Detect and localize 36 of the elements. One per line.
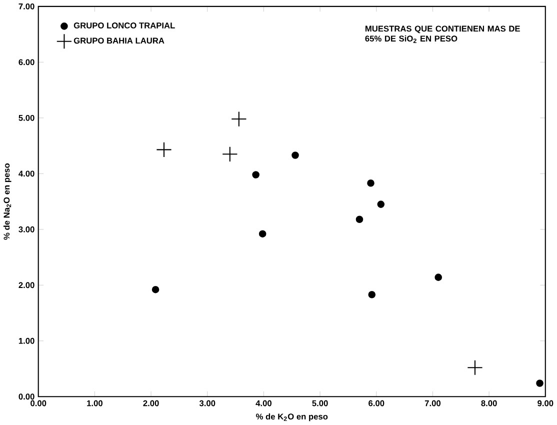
point xyxy=(368,291,376,298)
x-axis-title: % de K$_{2}$O en peso xyxy=(256,414,328,422)
point xyxy=(434,274,442,282)
x-tick-label: 8.00 xyxy=(481,400,497,406)
annotation: MUESTRAS QUE CONTIENEN MAS DE 65% DE SiO$_{2}$ EN PESO xyxy=(365,26,520,44)
y-tick-label: 5.00 xyxy=(18,115,34,122)
y-tick-label: 1.00 xyxy=(18,338,34,344)
y-tick-label: 7.00 xyxy=(18,4,34,10)
point xyxy=(377,200,385,208)
x-tick-label: 5.00 xyxy=(312,400,328,406)
y-tick-label: 2.00 xyxy=(18,282,34,288)
x-tick-label: 4.00 xyxy=(256,400,272,406)
x-tick-label: 3.00 xyxy=(199,400,216,406)
point xyxy=(231,111,247,128)
point xyxy=(152,286,160,294)
y-tick-label: 4.00 xyxy=(18,170,34,177)
x-tick-label: 9.00 xyxy=(538,400,554,406)
y-axis-title: % de Na$_{2}$O en peso xyxy=(3,164,12,240)
legend-label: GRUPO LONCO TRAPIAL xyxy=(74,22,175,29)
point xyxy=(258,230,266,238)
x-tick-label: 7.00 xyxy=(424,400,441,406)
y-tick-label: 3.00 xyxy=(18,226,34,233)
legend-label: GRUPO BAHIA LAURA xyxy=(74,38,164,44)
x-tick-label: 1.00 xyxy=(87,400,102,406)
y-tick-label: 0.00 xyxy=(18,394,34,400)
point xyxy=(252,171,260,179)
x-tick-label: 2.00 xyxy=(143,400,159,406)
x-tick-label: 6.00 xyxy=(368,400,384,406)
x-tick-label: 0.00 xyxy=(30,400,46,406)
point xyxy=(356,216,364,224)
point xyxy=(467,360,483,376)
point xyxy=(222,146,238,162)
point xyxy=(156,142,172,158)
point xyxy=(292,152,299,160)
y-tick-label: 6.00 xyxy=(18,59,34,66)
point xyxy=(367,180,374,187)
